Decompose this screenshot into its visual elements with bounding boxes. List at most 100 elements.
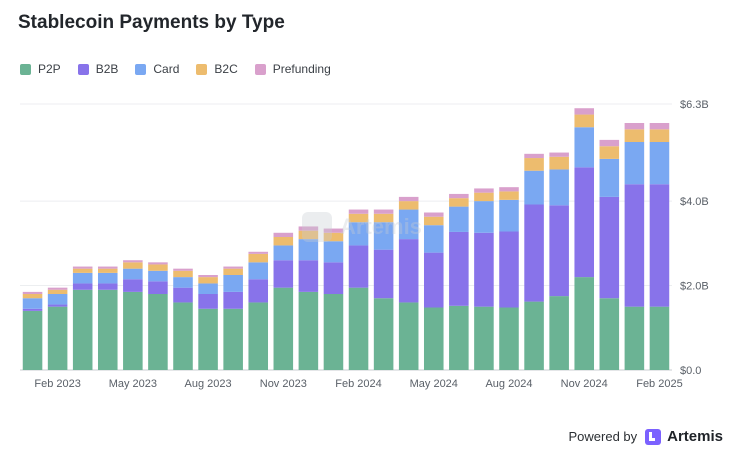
bar-b2c-23 xyxy=(599,146,620,159)
bar-p2p-12 xyxy=(323,294,344,370)
legend-item-p2p[interactable]: P2P xyxy=(20,62,61,76)
bar-b2b-10 xyxy=(273,260,294,288)
chart-title: Stablecoin Payments by Type xyxy=(18,12,285,33)
bar-b2c-12 xyxy=(323,232,344,242)
bar-p2p-10 xyxy=(273,287,294,370)
legend-item-card[interactable]: Card xyxy=(135,62,179,76)
bar-b2b-15 xyxy=(398,239,419,303)
bar-b2b-6 xyxy=(173,287,193,303)
bar-p2p-13 xyxy=(348,287,369,370)
bar-b2c-24 xyxy=(624,129,645,142)
bar-p2p-20 xyxy=(524,301,544,370)
legend-swatch xyxy=(196,63,208,75)
bar-prefunding-5 xyxy=(148,262,168,265)
bar-prefunding-2 xyxy=(72,266,93,269)
bar-b2b-0 xyxy=(22,308,43,311)
chart-legend: P2P B2B Card B2C Prefunding xyxy=(20,62,348,76)
bar-b2b-1 xyxy=(47,304,68,307)
bar-b2b-24 xyxy=(624,184,645,307)
legend-swatch xyxy=(135,63,147,75)
bar-p2p-14 xyxy=(373,298,394,370)
x-tick-label: Nov 2024 xyxy=(561,378,608,390)
bar-b2b-22 xyxy=(574,167,595,278)
bar-card-11 xyxy=(298,239,319,261)
bar-prefunding-0 xyxy=(22,291,43,294)
bar-prefunding-12 xyxy=(323,228,344,233)
bar-prefunding-19 xyxy=(499,187,519,192)
bar-prefunding-25 xyxy=(649,123,670,130)
bar-b2b-4 xyxy=(123,279,143,292)
bar-prefunding-9 xyxy=(248,251,269,254)
bar-prefunding-10 xyxy=(273,232,294,237)
legend-label: P2P xyxy=(38,62,61,76)
bar-card-16 xyxy=(423,225,444,253)
x-tick-label: Aug 2023 xyxy=(185,378,232,390)
bar-b2c-22 xyxy=(574,114,595,128)
bar-prefunding-11 xyxy=(298,226,319,231)
bar-b2c-8 xyxy=(223,268,243,275)
bar-b2c-3 xyxy=(97,268,118,273)
bar-p2p-24 xyxy=(624,306,645,370)
bar-b2b-21 xyxy=(549,205,569,297)
bar-b2c-21 xyxy=(549,156,569,170)
legend-swatch xyxy=(77,63,89,75)
legend-item-b2c[interactable]: B2C xyxy=(196,62,238,76)
legend-label: B2B xyxy=(95,62,119,76)
bar-b2c-7 xyxy=(198,277,218,284)
bar-card-17 xyxy=(449,206,469,232)
legend-swatch xyxy=(254,63,266,75)
bar-prefunding-6 xyxy=(173,268,193,271)
bar-prefunding-16 xyxy=(423,212,444,217)
powered-by-footer[interactable]: Powered by Artemis xyxy=(568,428,723,445)
bar-p2p-19 xyxy=(499,307,519,370)
artemis-logo-icon xyxy=(645,428,662,445)
bar-prefunding-15 xyxy=(398,196,419,202)
bar-b2b-9 xyxy=(248,279,269,303)
bar-card-12 xyxy=(323,241,344,263)
bar-card-24 xyxy=(624,142,645,185)
bar-card-5 xyxy=(148,270,168,282)
legend-label: B2C xyxy=(214,62,238,76)
bar-b2b-20 xyxy=(524,204,544,302)
bar-prefunding-18 xyxy=(474,188,494,193)
bar-b2b-16 xyxy=(423,252,444,308)
bar-b2b-25 xyxy=(649,184,670,307)
bar-prefunding-3 xyxy=(97,266,118,269)
bar-p2p-9 xyxy=(248,302,269,370)
bar-p2p-6 xyxy=(173,302,193,370)
y-tick-label: $6.3B xyxy=(680,99,709,111)
bar-b2c-6 xyxy=(173,270,193,278)
bar-card-0 xyxy=(22,298,43,309)
bar-prefunding-7 xyxy=(198,275,218,278)
bar-prefunding-14 xyxy=(373,209,394,214)
bar-b2c-25 xyxy=(649,129,670,142)
bar-p2p-18 xyxy=(474,306,494,370)
bar-b2b-19 xyxy=(499,231,519,308)
bar-b2c-17 xyxy=(449,198,469,207)
bar-b2b-18 xyxy=(474,232,494,307)
bar-p2p-16 xyxy=(423,307,444,370)
bar-card-8 xyxy=(223,275,243,292)
y-tick-label: $2.0B xyxy=(680,281,709,293)
bar-b2b-14 xyxy=(373,249,394,299)
legend-item-prefunding[interactable]: Prefunding xyxy=(254,62,331,76)
bar-p2p-3 xyxy=(97,289,118,370)
legend-item-b2b[interactable]: B2B xyxy=(77,62,119,76)
y-tick-label: $0.0 xyxy=(680,365,701,377)
bar-b2c-15 xyxy=(398,201,419,210)
x-tick-label: Feb 2024 xyxy=(335,378,381,390)
x-tick-label: Feb 2023 xyxy=(34,378,80,390)
bar-card-10 xyxy=(273,245,294,261)
bar-p2p-4 xyxy=(123,291,143,370)
bar-p2p-22 xyxy=(574,277,595,370)
bar-prefunding-21 xyxy=(549,152,569,157)
bar-b2b-5 xyxy=(148,281,168,294)
bar-card-15 xyxy=(398,209,419,240)
bar-card-7 xyxy=(198,283,218,294)
bar-p2p-11 xyxy=(298,291,319,370)
x-tick-label: May 2024 xyxy=(410,378,458,390)
bar-card-4 xyxy=(123,268,143,280)
bar-card-3 xyxy=(97,272,118,284)
legend-swatch xyxy=(20,63,31,75)
bar-b2c-5 xyxy=(148,264,168,271)
